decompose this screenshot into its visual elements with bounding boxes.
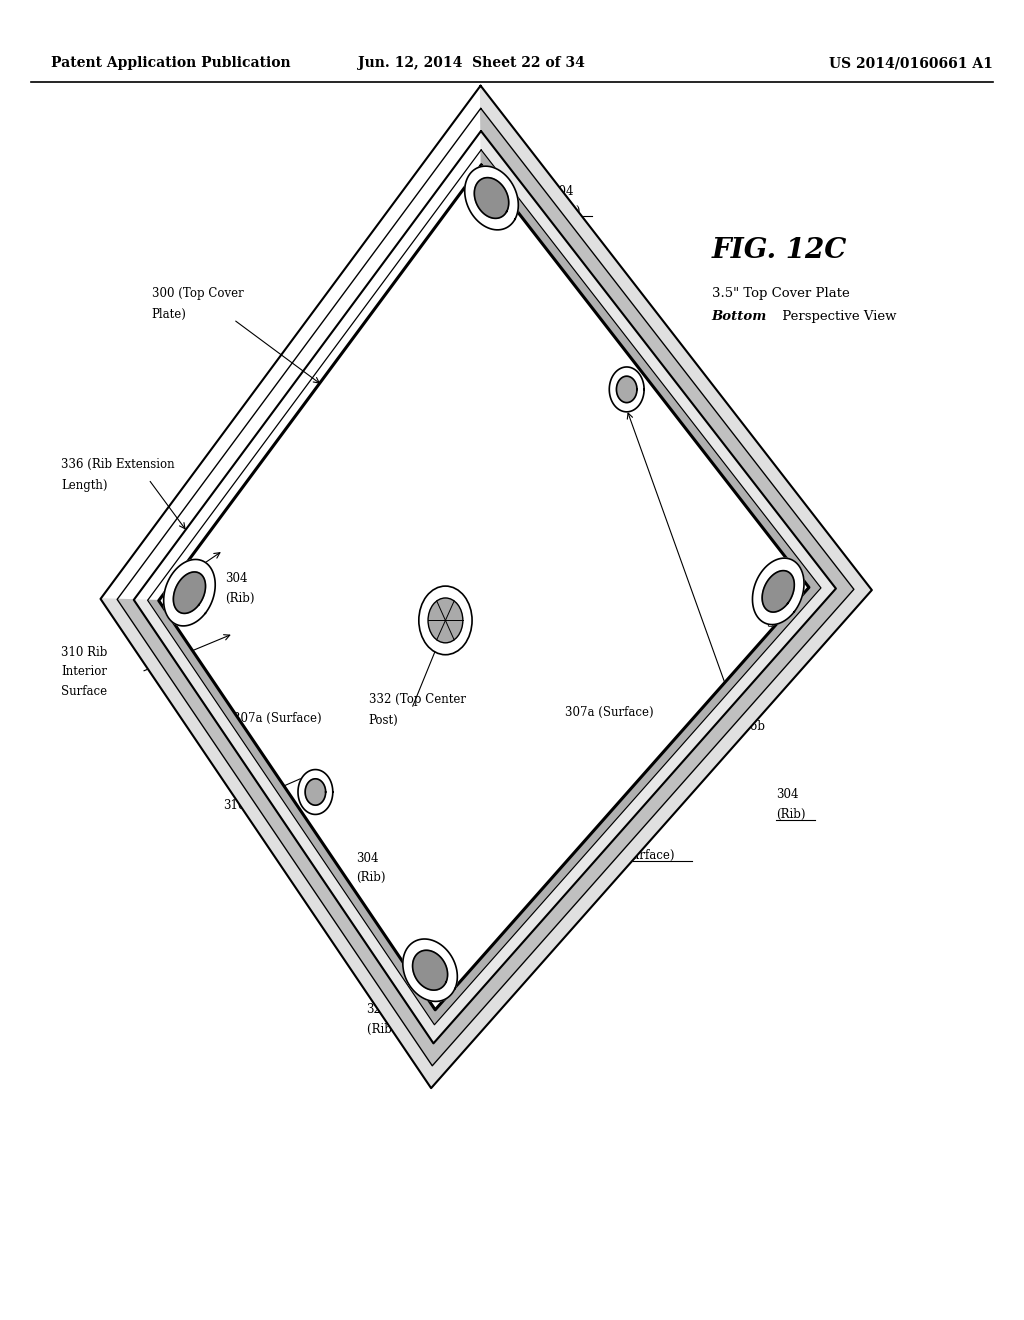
- Text: 304: 304: [225, 572, 248, 585]
- Text: 324: 324: [367, 1003, 389, 1016]
- Text: Length): Length): [61, 479, 108, 492]
- Text: (Rib): (Rib): [356, 871, 386, 884]
- Text: Plate): Plate): [152, 308, 186, 321]
- Text: Perspective View: Perspective View: [778, 310, 897, 323]
- Polygon shape: [100, 86, 871, 1088]
- Polygon shape: [100, 86, 871, 1088]
- Text: 316a: 316a: [223, 799, 253, 812]
- Text: FIG. 12C: FIG. 12C: [712, 238, 847, 264]
- Polygon shape: [762, 570, 795, 612]
- Polygon shape: [134, 131, 836, 1043]
- Text: 304: 304: [356, 851, 379, 865]
- Polygon shape: [402, 939, 458, 1002]
- Text: 304: 304: [551, 185, 573, 198]
- Text: 3.5" Top Cover Plate: 3.5" Top Cover Plate: [712, 286, 850, 300]
- Text: 307a (Surface): 307a (Surface): [565, 706, 654, 719]
- Polygon shape: [164, 560, 215, 626]
- Text: 304: 304: [766, 616, 788, 630]
- Text: Patent Application Publication: Patent Application Publication: [51, 57, 291, 70]
- Polygon shape: [609, 367, 644, 412]
- Polygon shape: [616, 376, 637, 403]
- Text: US 2014/0160661 A1: US 2014/0160661 A1: [829, 57, 993, 70]
- Circle shape: [419, 586, 472, 655]
- Text: 304: 304: [776, 788, 799, 801]
- Text: (Rib): (Rib): [776, 808, 806, 821]
- Text: 302a (Surface): 302a (Surface): [586, 849, 674, 862]
- Text: 307a (Surface): 307a (Surface): [233, 711, 323, 725]
- Polygon shape: [413, 950, 447, 990]
- Text: 316b: 316b: [735, 719, 765, 733]
- Polygon shape: [465, 166, 518, 230]
- Text: (Rib): (Rib): [551, 205, 581, 218]
- Polygon shape: [305, 779, 326, 805]
- Text: 332 (Top Center: 332 (Top Center: [369, 693, 466, 706]
- Polygon shape: [298, 770, 333, 814]
- Text: 336 (Rib Extension: 336 (Rib Extension: [61, 458, 175, 471]
- Polygon shape: [147, 150, 821, 1024]
- Circle shape: [428, 598, 463, 643]
- Text: Surface: Surface: [61, 685, 108, 698]
- Text: (Rib): (Rib): [225, 591, 255, 605]
- Text: Bottom: Bottom: [712, 310, 767, 323]
- Polygon shape: [117, 108, 854, 1065]
- Text: Interior: Interior: [61, 665, 108, 678]
- Text: (Rib): (Rib): [766, 636, 796, 649]
- Text: Post): Post): [369, 714, 398, 727]
- Text: (Rib Width): (Rib Width): [367, 1023, 435, 1036]
- Text: 300 (Top Cover: 300 (Top Cover: [152, 286, 244, 300]
- Polygon shape: [474, 178, 509, 218]
- Polygon shape: [173, 572, 206, 614]
- Text: Jun. 12, 2014  Sheet 22 of 34: Jun. 12, 2014 Sheet 22 of 34: [357, 57, 585, 70]
- Text: 310 Rib: 310 Rib: [61, 645, 108, 659]
- Polygon shape: [753, 558, 804, 624]
